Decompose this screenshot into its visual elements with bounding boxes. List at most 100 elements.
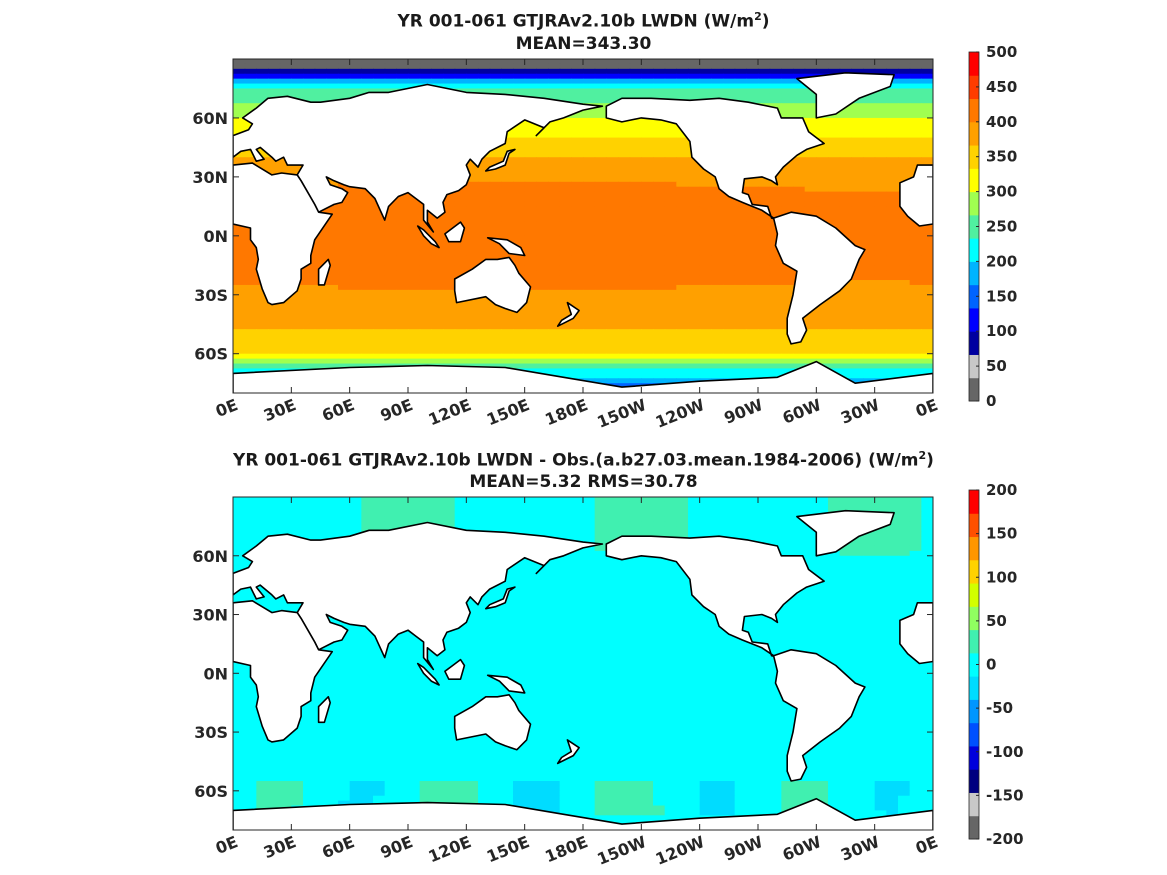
field-cell: [711, 309, 724, 316]
field-cell: [828, 122, 841, 129]
field-cell: [373, 63, 386, 70]
field-cell: [256, 78, 269, 85]
field-cell: [594, 309, 607, 316]
field-cell: [898, 373, 911, 379]
field-cell: [244, 240, 257, 247]
field-cell: [233, 319, 246, 325]
field-cell: [466, 206, 479, 212]
field-cell: [921, 526, 933, 532]
field-cell: [571, 275, 584, 281]
field-cell: [781, 265, 794, 271]
field-cell: [536, 201, 549, 207]
field-cell: [828, 63, 841, 70]
field-cell: [898, 88, 911, 94]
field-cell: [373, 348, 386, 355]
field-cell: [361, 73, 374, 80]
field-cell: [268, 521, 281, 527]
field-cell: [874, 324, 887, 330]
field-cell: [594, 314, 607, 320]
field-cell: [851, 275, 864, 281]
field-cell: [594, 68, 607, 75]
field-cell: [898, 245, 911, 252]
field-cell: [373, 250, 386, 257]
field-cell: [594, 157, 607, 163]
field-cell: [361, 196, 374, 203]
field-cell: [898, 93, 911, 99]
field-cell: [723, 294, 736, 301]
field-cell: [548, 304, 561, 311]
field-cell: [711, 221, 724, 227]
field-cell: [769, 314, 782, 320]
field-cell: [909, 368, 922, 374]
field-cell: [583, 309, 596, 316]
field-cell: [793, 358, 806, 365]
field-cell: [699, 221, 712, 227]
field-cell: [688, 358, 701, 365]
field-cell: [373, 68, 386, 75]
field-cell: [629, 373, 642, 379]
field-cell: [571, 127, 584, 134]
field-cell: [536, 511, 549, 518]
field-cell: [921, 329, 933, 335]
field-cell: [244, 88, 257, 94]
field-cell: [408, 260, 421, 266]
field-cell: [653, 555, 666, 562]
field-cell: [758, 314, 771, 320]
field-cell: [338, 206, 351, 212]
field-cell: [863, 147, 876, 153]
field-cell: [244, 531, 257, 537]
field-cell: [454, 260, 467, 266]
field-cell: [571, 521, 584, 527]
field-cell: [513, 230, 526, 237]
colorbar-segment: [969, 191, 979, 216]
field-cell: [828, 167, 841, 173]
field-cell: [443, 338, 456, 345]
field-cell: [314, 88, 327, 94]
field-cell: [548, 88, 561, 94]
field-cell: [513, 314, 526, 320]
field-cell: [606, 275, 619, 281]
field-cell: [653, 501, 666, 508]
field-cell: [501, 78, 514, 85]
field-cell: [641, 176, 654, 183]
field-cell: [769, 516, 782, 523]
field-cell: [268, 497, 281, 503]
field-cell: [489, 88, 502, 94]
field-cell: [338, 216, 351, 222]
field-cell: [408, 338, 421, 345]
field-cell: [921, 240, 933, 247]
field-cell: [233, 368, 246, 374]
field-cell: [548, 324, 561, 330]
field-cell: [781, 98, 794, 104]
field-cell: [781, 541, 794, 547]
field-cell: [746, 211, 759, 217]
field-cell: [851, 294, 864, 301]
field-cell: [653, 147, 666, 153]
field-cell: [874, 142, 887, 149]
field-cell: [244, 93, 257, 99]
field-cell: [851, 59, 864, 65]
field-cell: [443, 265, 456, 271]
field-cell: [804, 348, 817, 355]
field-cell: [863, 363, 876, 370]
field-cell: [618, 260, 631, 266]
field-cell: [863, 555, 876, 562]
field-cell: [874, 68, 887, 75]
field-cell: [314, 314, 327, 320]
field-cell: [361, 309, 374, 316]
field-cell: [361, 235, 374, 242]
field-cell: [874, 309, 887, 316]
field-cell: [268, 506, 281, 513]
field-cell: [629, 368, 642, 374]
field-cell: [513, 240, 526, 247]
field-cell: [758, 201, 771, 207]
field-cell: [408, 324, 421, 330]
field-cell: [571, 550, 584, 557]
field-cell: [408, 329, 421, 335]
field-cell: [571, 348, 584, 355]
field-cell: [349, 284, 362, 291]
field-cell: [606, 211, 619, 217]
field-cell: [314, 363, 327, 370]
field-cell: [769, 191, 782, 198]
field-cell: [559, 167, 572, 173]
